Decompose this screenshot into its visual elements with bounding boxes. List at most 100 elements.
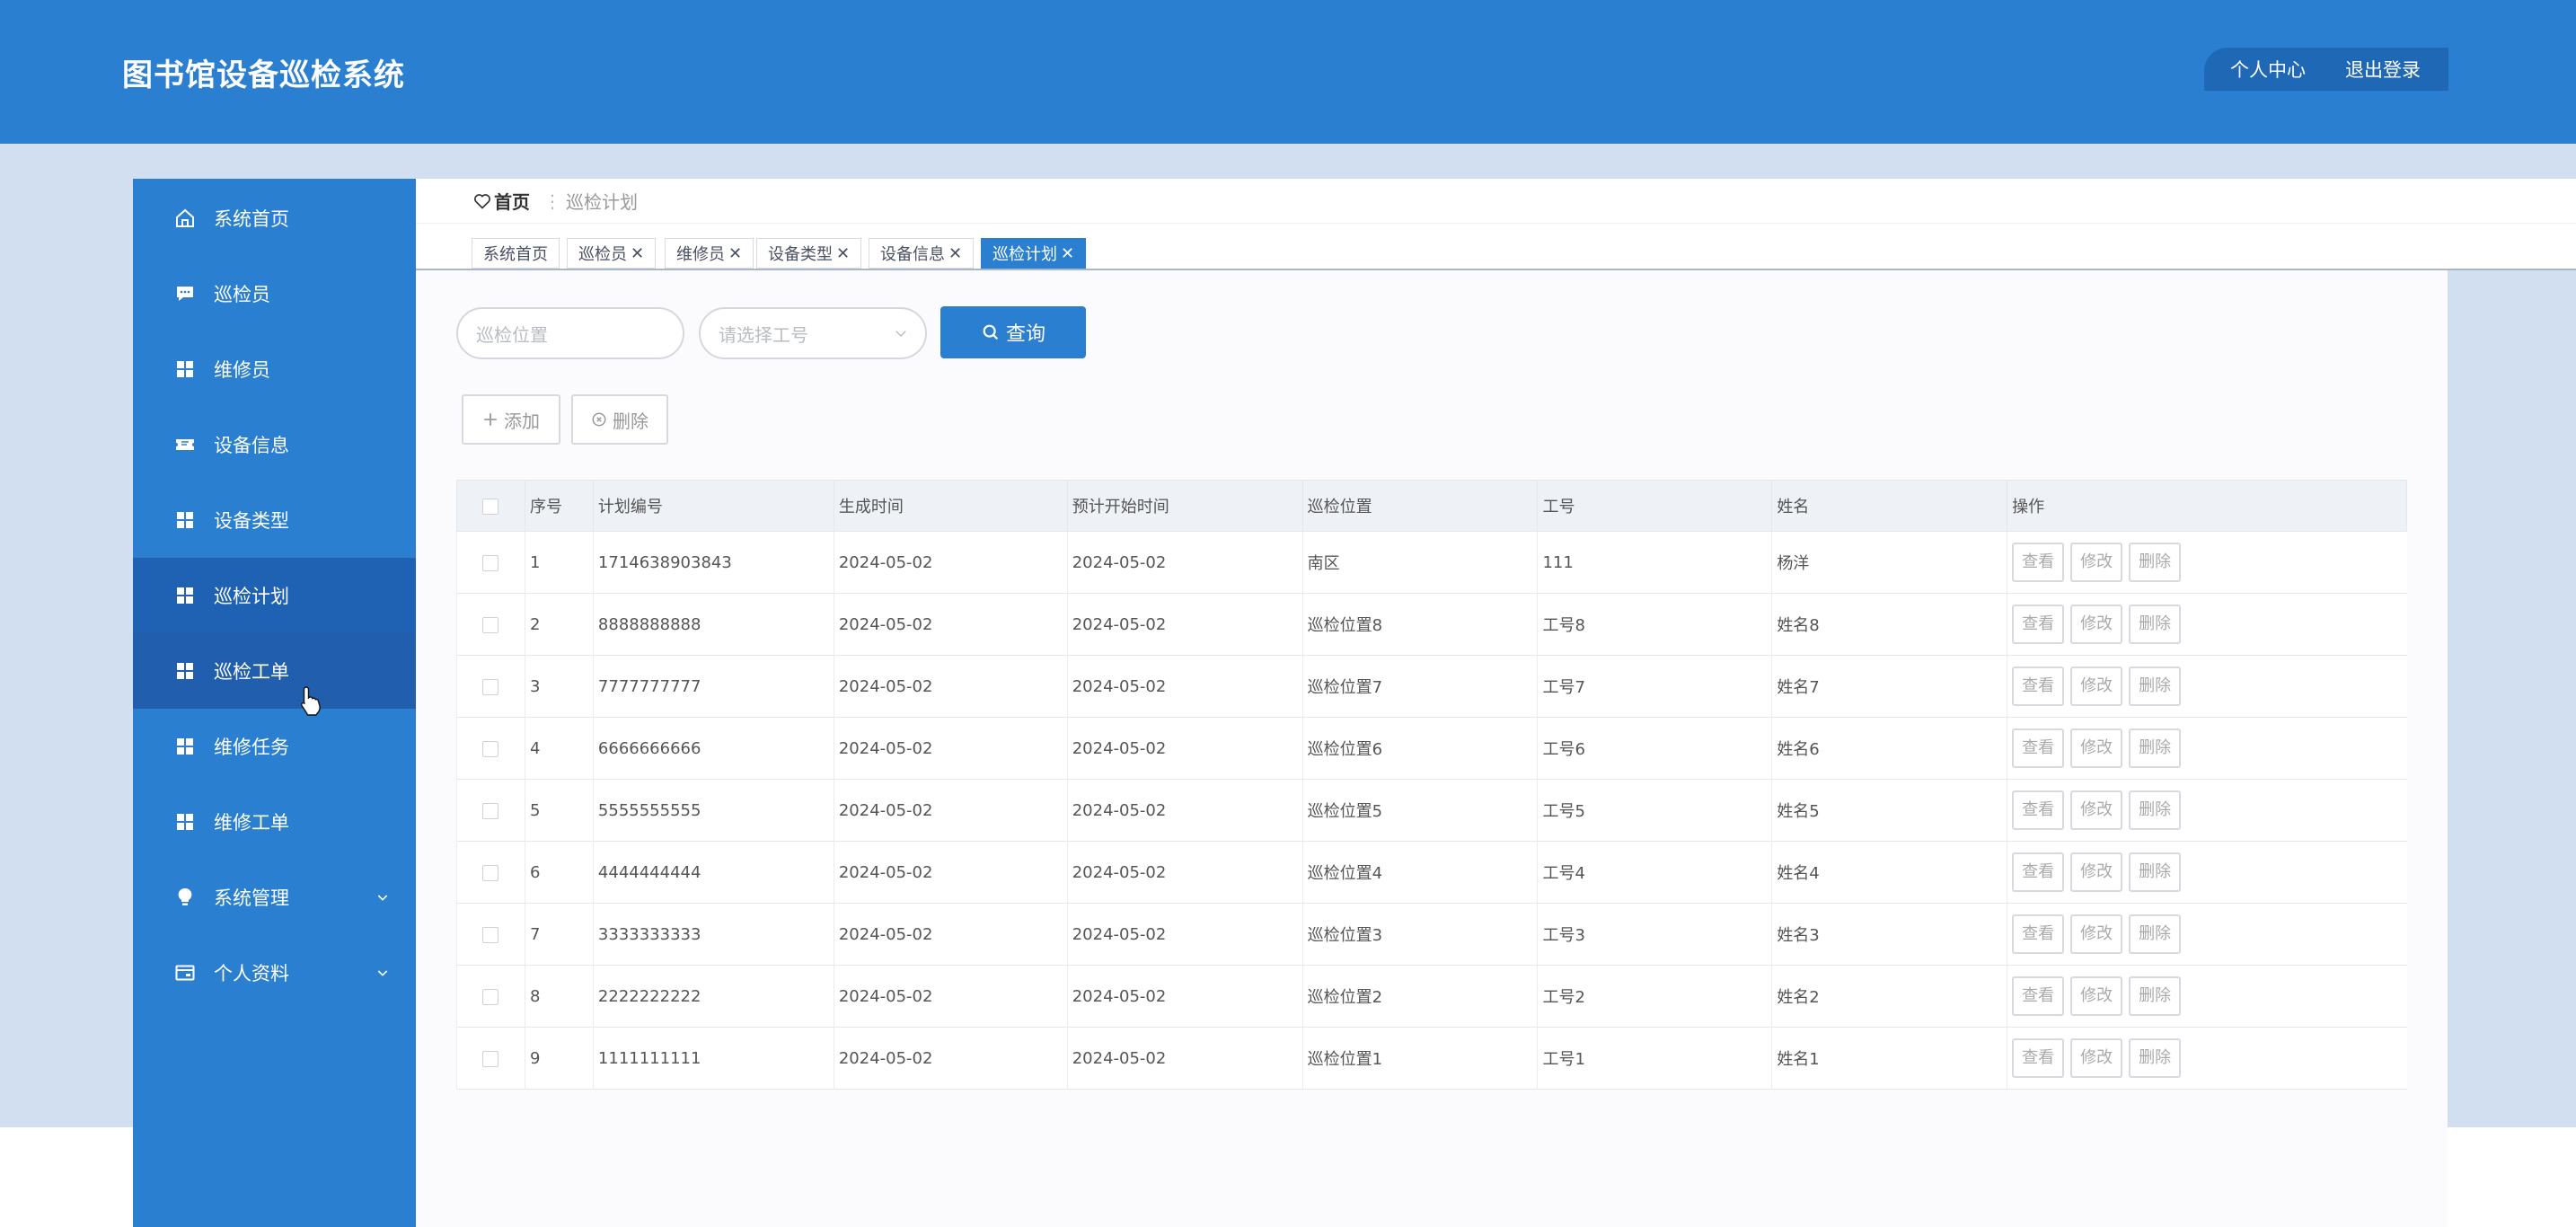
breadcrumb-home[interactable]: 首页 bbox=[473, 188, 530, 214]
edit-button[interactable]: 修改 bbox=[2070, 976, 2123, 1016]
edit-button[interactable]: 修改 bbox=[2070, 852, 2123, 892]
sidebar-item-10[interactable]: 系统管理 bbox=[133, 860, 416, 935]
add-button[interactable]: 添加 bbox=[462, 394, 560, 445]
tab-1[interactable]: 系统首页 bbox=[472, 238, 560, 269]
row-actions: 查看 修改 删除 bbox=[2007, 841, 2407, 904]
breadcrumb-separator: ⋮ bbox=[543, 190, 561, 212]
cell-index: 5 bbox=[524, 779, 594, 842]
view-button[interactable]: 查看 bbox=[2012, 666, 2065, 706]
row-checkbox[interactable] bbox=[482, 1050, 499, 1067]
view-button[interactable]: 查看 bbox=[2012, 914, 2065, 954]
cell-worker-id: 工号3 bbox=[1537, 903, 1772, 966]
delete-button[interactable]: 删除 bbox=[2129, 728, 2182, 768]
worker-select[interactable]: 请选择工号 bbox=[699, 307, 927, 359]
row-checkbox[interactable] bbox=[482, 554, 499, 571]
sidebar-item-label: 个人资料 bbox=[214, 963, 289, 984]
add-button-label: 添加 bbox=[504, 410, 540, 432]
cell-created: 2024-05-02 bbox=[833, 717, 1068, 780]
edit-button[interactable]: 修改 bbox=[2070, 605, 2123, 644]
row-checkbox[interactable] bbox=[482, 678, 499, 695]
grid-icon bbox=[177, 587, 193, 604]
sidebar-item-1[interactable]: 系统首页 bbox=[133, 181, 416, 256]
logout-link[interactable]: 退出登录 bbox=[2345, 59, 2421, 81]
tab-label: 设备类型 bbox=[768, 245, 833, 264]
tab-6[interactable]: 巡检计划 ✕ bbox=[981, 238, 1087, 269]
sidebar-item-3[interactable]: 维修员 bbox=[133, 331, 416, 407]
delete-button[interactable]: 删除 bbox=[2129, 666, 2182, 706]
delete-button[interactable]: 删除 bbox=[2129, 976, 2182, 1016]
edit-button[interactable]: 修改 bbox=[2070, 790, 2123, 830]
delete-button[interactable]: 删除 bbox=[2129, 914, 2182, 954]
view-button[interactable]: 查看 bbox=[2012, 1038, 2065, 1078]
delete-button[interactable]: 删除 bbox=[2129, 605, 2182, 644]
sidebar-item-label: 巡检工单 bbox=[214, 661, 289, 683]
tab-4[interactable]: 设备类型 ✕ bbox=[756, 238, 862, 269]
view-button[interactable]: 查看 bbox=[2012, 728, 2065, 768]
row-checkbox[interactable] bbox=[482, 988, 499, 1005]
row-checkbox[interactable] bbox=[482, 926, 499, 943]
sidebar-item-2[interactable]: 巡检员 bbox=[133, 256, 416, 331]
edit-button[interactable]: 修改 bbox=[2070, 543, 2123, 582]
view-button[interactable]: 查看 bbox=[2012, 543, 2065, 582]
cell-index: 4 bbox=[524, 717, 594, 780]
delete-button[interactable]: 删除 bbox=[2129, 790, 2182, 830]
tab-5[interactable]: 设备信息 ✕ bbox=[869, 238, 975, 269]
close-icon[interactable]: ✕ bbox=[836, 243, 851, 263]
cell-created: 2024-05-02 bbox=[833, 531, 1068, 594]
tab-2[interactable]: 巡检员 ✕ bbox=[567, 238, 657, 269]
cell-worker-id: 工号1 bbox=[1537, 1027, 1772, 1090]
sidebar-item-5[interactable]: 设备类型 bbox=[133, 482, 416, 558]
sidebar-item-8[interactable]: 维修任务 bbox=[133, 709, 416, 784]
delete-button[interactable]: 删除 bbox=[2129, 543, 2182, 582]
view-button[interactable]: 查看 bbox=[2012, 790, 2065, 830]
delete-button[interactable]: 删除 bbox=[2129, 852, 2182, 892]
view-button[interactable]: 查看 bbox=[2012, 976, 2065, 1016]
row-checkbox[interactable] bbox=[482, 616, 499, 633]
sidebar-item-label: 维修任务 bbox=[214, 737, 289, 758]
row-checkbox[interactable] bbox=[482, 864, 499, 881]
cell-name: 姓名7 bbox=[1771, 655, 2007, 718]
cell-location: 巡检位置4 bbox=[1301, 841, 1538, 904]
cell-worker-id: 111 bbox=[1537, 531, 1772, 594]
cell-created: 2024-05-02 bbox=[833, 593, 1068, 656]
close-icon[interactable]: ✕ bbox=[728, 243, 743, 263]
row-checkbox[interactable] bbox=[482, 802, 499, 819]
view-button[interactable]: 查看 bbox=[2012, 852, 2065, 892]
col-header-plan-no: 计划编号 bbox=[592, 480, 834, 532]
sidebar-item-label: 系统首页 bbox=[214, 208, 289, 230]
bulk-delete-button[interactable]: 删除 bbox=[571, 394, 668, 445]
heart-icon bbox=[474, 193, 490, 209]
view-button[interactable]: 查看 bbox=[2012, 605, 2065, 644]
cell-start: 2024-05-02 bbox=[1066, 965, 1303, 1028]
tab-3[interactable]: 维修员 ✕ bbox=[665, 238, 754, 269]
select-all-checkbox[interactable] bbox=[482, 498, 499, 515]
cell-start: 2024-05-02 bbox=[1066, 593, 1303, 656]
close-icon[interactable]: ✕ bbox=[948, 243, 963, 263]
sidebar-item-4[interactable]: 设备信息 bbox=[133, 407, 416, 482]
search-icon bbox=[983, 324, 999, 340]
chevron-down-icon bbox=[377, 895, 388, 901]
table-row: 5 5555555555 2024-05-02 2024-05-02 巡检位置5 工号5 姓… bbox=[456, 779, 2407, 842]
close-icon[interactable]: ✕ bbox=[631, 243, 645, 263]
cell-location: 巡检位置2 bbox=[1301, 965, 1538, 1028]
sidebar-item-7[interactable]: 巡检工单 bbox=[133, 633, 416, 709]
sidebar-item-6[interactable]: 巡检计划 bbox=[133, 558, 416, 633]
edit-button[interactable]: 修改 bbox=[2070, 728, 2123, 768]
grid-icon bbox=[177, 361, 193, 377]
row-actions: 查看 修改 删除 bbox=[2007, 593, 2407, 656]
close-icon[interactable]: ✕ bbox=[1061, 243, 1075, 263]
profile-link[interactable]: 个人中心 bbox=[2230, 59, 2306, 81]
sidebar-item-11[interactable]: 个人资料 bbox=[133, 935, 416, 1011]
sidebar-item-label: 维修工单 bbox=[214, 812, 289, 834]
chevron-down-icon bbox=[377, 970, 388, 976]
edit-button[interactable]: 修改 bbox=[2070, 666, 2123, 706]
row-select-cell bbox=[456, 903, 525, 966]
query-button[interactable]: 查询 bbox=[940, 306, 1086, 358]
sidebar-item-9[interactable]: 维修工单 bbox=[133, 784, 416, 860]
row-checkbox[interactable] bbox=[482, 740, 499, 757]
delete-button[interactable]: 删除 bbox=[2129, 1038, 2182, 1078]
location-search-input[interactable]: 巡检位置 bbox=[456, 307, 684, 359]
edit-button[interactable]: 修改 bbox=[2070, 914, 2123, 954]
edit-button[interactable]: 修改 bbox=[2070, 1038, 2123, 1078]
cell-index: 2 bbox=[524, 593, 594, 656]
